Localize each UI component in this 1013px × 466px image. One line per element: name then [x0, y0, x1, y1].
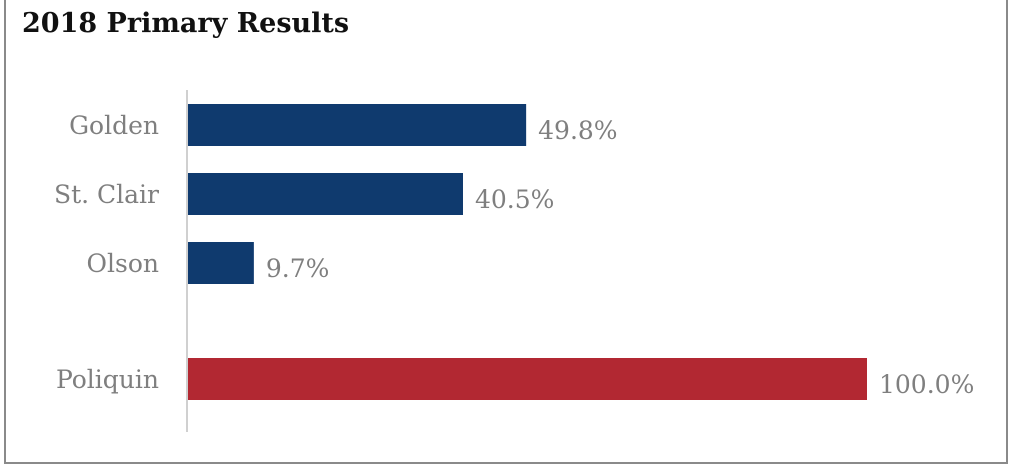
value-label-olson: 9.7%: [266, 254, 330, 283]
bar-poliquin: [188, 358, 867, 400]
bar-olson: [188, 242, 254, 284]
category-label-golden: Golden: [69, 111, 159, 140]
category-label-st-clair: St. Clair: [54, 180, 159, 209]
chart-title: 2018 Primary Results: [22, 8, 350, 39]
bar-st-clair: [188, 173, 463, 215]
category-label-poliquin: Poliquin: [56, 365, 159, 394]
bar-golden: [188, 104, 527, 146]
category-label-olson: Olson: [87, 249, 159, 278]
value-label-poliquin: 100.0%: [879, 370, 974, 399]
value-label-golden: 49.8%: [538, 116, 617, 145]
value-label-st-clair: 40.5%: [475, 185, 554, 214]
